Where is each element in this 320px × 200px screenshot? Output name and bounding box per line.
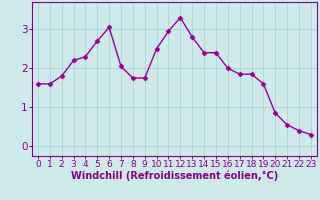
X-axis label: Windchill (Refroidissement éolien,°C): Windchill (Refroidissement éolien,°C) xyxy=(71,171,278,181)
